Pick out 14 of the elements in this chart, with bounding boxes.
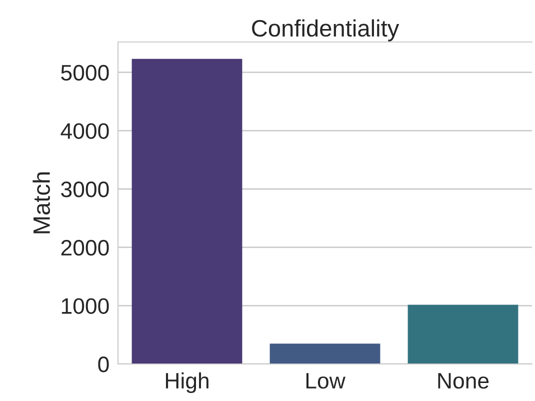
chart-title: Confidentiality xyxy=(252,19,400,42)
bar xyxy=(408,304,518,364)
x-tick-label: High xyxy=(166,372,208,394)
y-tick-label: 2000 xyxy=(61,240,109,256)
y-tick-label: 4000 xyxy=(60,123,109,139)
x-tick-label: Low xyxy=(306,373,346,389)
y-tick-label: 1000 xyxy=(62,298,109,314)
y-axis-title: Match xyxy=(32,172,50,234)
y-tick-label: 5000 xyxy=(61,64,109,81)
bar xyxy=(132,58,242,364)
bar xyxy=(270,344,380,364)
y-tick-label: 3000 xyxy=(61,182,109,198)
x-tick-label: None xyxy=(438,373,489,389)
y-tick-label: 0 xyxy=(98,356,109,372)
